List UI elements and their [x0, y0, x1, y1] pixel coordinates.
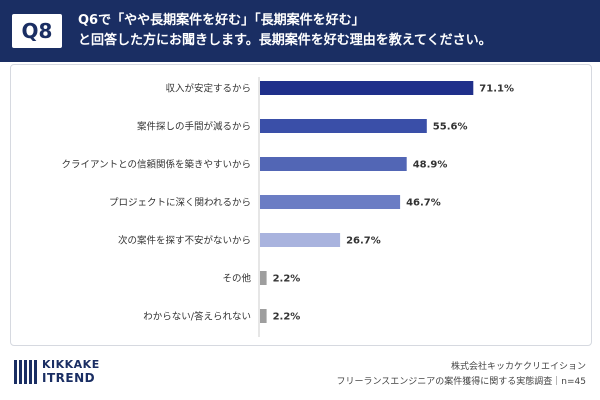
question-header: Q8 Q6で「やや長期案件を好む」「長期案件を好む」 と回答した方にお聞きします…: [0, 0, 600, 62]
question-badge: Q8: [12, 14, 62, 48]
category-label: その他: [222, 273, 251, 285]
source-credit: 株式会社キッカケクリエイション フリーランスエンジニアの案件獲得に関する実態調査…: [336, 360, 586, 390]
bar: [260, 157, 407, 171]
bar: [260, 195, 401, 209]
bar: [260, 271, 267, 285]
value-label: 46.7%: [406, 198, 441, 209]
chart-card: 収入が安定するから 71.1% 案件探しの手間が減るから 55.6% クライアントとの信…: [10, 64, 592, 346]
question-text: Q6で「やや長期案件を好む」「長期案件を好む」 と回答した方にお聞きします。長期…: [78, 11, 588, 51]
category-label: クライアントとの信頼関係を築きやすいから: [61, 159, 251, 171]
value-label: 2.2%: [273, 312, 301, 323]
category-label: 案件探しの手間が減るから: [137, 121, 251, 133]
logo-text-itrend: ITREND: [42, 371, 96, 385]
bar-chart: 収入が安定するから 71.1% 案件探しの手間が減るから 55.6% クライアントとの信…: [61, 77, 514, 337]
credit-company: 株式会社キッカケクリエイション: [450, 362, 586, 372]
bar: [260, 81, 474, 95]
value-label: 48.9%: [413, 160, 448, 171]
bar: [260, 233, 341, 247]
logo-mark-icon: [14, 360, 37, 384]
category-label: プロジェクトに深く関われるから: [109, 198, 251, 209]
value-label: 26.7%: [346, 236, 381, 247]
value-label: 55.6%: [433, 122, 468, 133]
bar: [260, 119, 427, 133]
question-line-1: Q6で「やや長期案件を好む」「長期案件を好む」: [78, 13, 365, 28]
category-label: 次の案件を探す不安がないから: [118, 235, 251, 247]
bar: [260, 309, 267, 323]
category-label: 収入が安定するから: [165, 83, 251, 95]
value-label: 2.2%: [273, 274, 301, 285]
credit-survey: フリーランスエンジニアの案件獲得に関する実態調査｜n=45: [336, 377, 586, 387]
category-label: わからない/答えられない: [143, 311, 251, 323]
question-line-2: と回答した方にお聞きします。長期案件を好む理由を教えてください。: [78, 33, 492, 48]
value-label: 71.1%: [479, 84, 514, 95]
logo-text-kikkake: KIKKAKE: [42, 358, 100, 371]
